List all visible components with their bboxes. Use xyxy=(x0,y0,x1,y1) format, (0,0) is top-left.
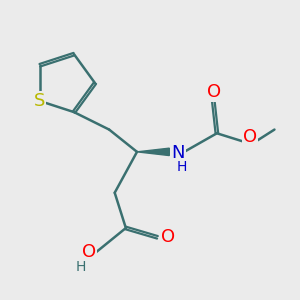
Text: O: O xyxy=(207,83,221,101)
Text: O: O xyxy=(243,128,257,146)
Text: O: O xyxy=(161,228,175,246)
Text: O: O xyxy=(82,243,97,261)
Text: H: H xyxy=(176,160,187,175)
Text: N: N xyxy=(171,144,184,162)
Polygon shape xyxy=(137,148,169,156)
Text: H: H xyxy=(75,260,86,274)
Text: S: S xyxy=(34,92,46,110)
